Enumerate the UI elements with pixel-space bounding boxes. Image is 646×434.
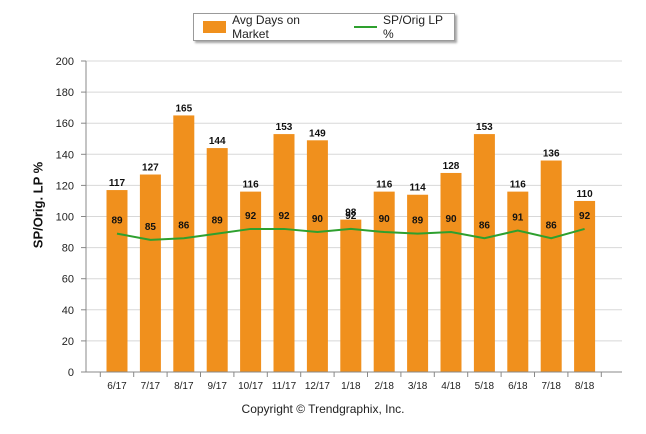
bar	[440, 172, 462, 372]
y-tick-label: 120	[56, 180, 74, 192]
line-value-label: 90	[379, 214, 391, 225]
bar-value-label: 110	[577, 189, 594, 200]
bar-value-label: 116	[243, 180, 260, 191]
line-value-label: 92	[579, 211, 591, 222]
line-value-label: 91	[512, 212, 524, 223]
bar-value-label: 136	[543, 149, 560, 160]
y-tick-label: 140	[56, 149, 74, 161]
bar	[407, 194, 429, 372]
x-tick-label: 11/17	[272, 381, 297, 392]
bar	[139, 174, 161, 372]
x-tick-label: 10/17	[238, 381, 263, 392]
y-tick-label: 80	[62, 243, 74, 255]
bar-value-label: 128	[443, 161, 460, 172]
x-tick-label: 12/17	[305, 381, 330, 392]
bar-value-label: 116	[510, 180, 527, 191]
bar	[540, 160, 562, 372]
line-value-label: 89	[111, 216, 123, 227]
line-value-label: 89	[412, 216, 424, 227]
legend-item-bar: Avg Days on Market	[203, 13, 336, 41]
bar	[273, 134, 295, 372]
x-tick-label: 1/18	[341, 381, 361, 392]
y-tick-label: 20	[62, 336, 74, 348]
bar-value-labels: 117 127 165 144 116 153 149 98 116 114 128 153 116 13…	[109, 103, 593, 218]
line-series	[116, 227, 585, 241]
bars	[106, 115, 596, 373]
legend-label-line: SP/Orig LP %	[383, 13, 443, 41]
y-tick-label: 100	[56, 212, 74, 224]
y-axis-label: SP/Orig. LP %	[30, 161, 46, 249]
line-value-label: 85	[145, 222, 157, 233]
line-value-label: 90	[445, 214, 457, 225]
line-value-label: 92	[278, 211, 290, 222]
y-tick-label: 60	[62, 274, 74, 286]
y-tick-label: 180	[56, 87, 74, 99]
line-series-path	[116, 227, 585, 241]
x-tick-label: 6/18	[508, 381, 528, 392]
x-tick-labels: 6/17 7/17 8/17 9/17 10/17 11/17 12/17 1/18 2/18 3…	[107, 381, 595, 392]
line-value-labels: 89 85 86 89 92 92 90 92 90 89 90 86 91 86 92	[111, 211, 590, 233]
copyright-text: Copyright © Trendgraphix, Inc.	[241, 402, 405, 416]
bar-value-label: 127	[142, 163, 159, 174]
legend-item-line: SP/Orig LP %	[353, 13, 454, 41]
x-tick-label: 7/17	[141, 381, 161, 392]
x-tick-label: 3/18	[408, 381, 428, 392]
bar	[206, 148, 228, 372]
legend-swatch-bar	[203, 21, 227, 33]
x-tick-label: 8/18	[575, 381, 595, 392]
x-tick-label: 5/18	[475, 381, 495, 392]
axes	[81, 60, 622, 377]
bar	[306, 140, 328, 372]
y-tick-label: 160	[56, 118, 74, 130]
bar-value-label: 149	[309, 128, 326, 139]
bar	[473, 134, 495, 372]
bar-value-label: 144	[209, 136, 226, 147]
y-tick-labels: 0 20 40 60 80 100 120 140 160 180 200	[56, 56, 74, 379]
bar	[373, 191, 395, 372]
x-tick-label: 4/18	[441, 381, 461, 392]
line-value-label: 92	[245, 211, 257, 222]
bar	[240, 191, 262, 372]
bar	[574, 200, 596, 372]
bar-value-label: 165	[175, 103, 192, 114]
legend: Avg Days on Market SP/Orig LP %	[193, 13, 455, 41]
y-tick-label: 0	[68, 367, 74, 379]
bar-value-label: 153	[476, 122, 493, 133]
line-value-label: 86	[178, 220, 190, 231]
line-value-label: 86	[546, 220, 558, 231]
line-value-label: 86	[479, 220, 491, 231]
x-tick-label: 2/18	[374, 381, 394, 392]
bar-value-label: 116	[376, 180, 393, 191]
y-tick-label: 40	[62, 305, 74, 317]
y-tick-label: 200	[56, 56, 74, 68]
bar-value-label: 98	[345, 208, 357, 219]
legend-swatch-line	[353, 26, 377, 28]
line-value-label: 89	[212, 216, 224, 227]
x-tick-label: 7/18	[541, 381, 561, 392]
bar	[507, 191, 529, 372]
bar	[173, 115, 195, 373]
bar-value-label: 153	[276, 122, 293, 133]
x-tick-label: 8/17	[174, 381, 194, 392]
x-tick-label: 9/17	[207, 381, 227, 392]
x-tick-label: 6/17	[107, 381, 127, 392]
legend-label-bar: Avg Days on Market	[232, 13, 300, 41]
bar-value-label: 114	[410, 183, 427, 194]
line-value-label: 92	[345, 211, 357, 222]
line-value-label: 90	[312, 214, 324, 225]
bar-value-label: 117	[109, 178, 126, 189]
bar	[340, 219, 362, 372]
